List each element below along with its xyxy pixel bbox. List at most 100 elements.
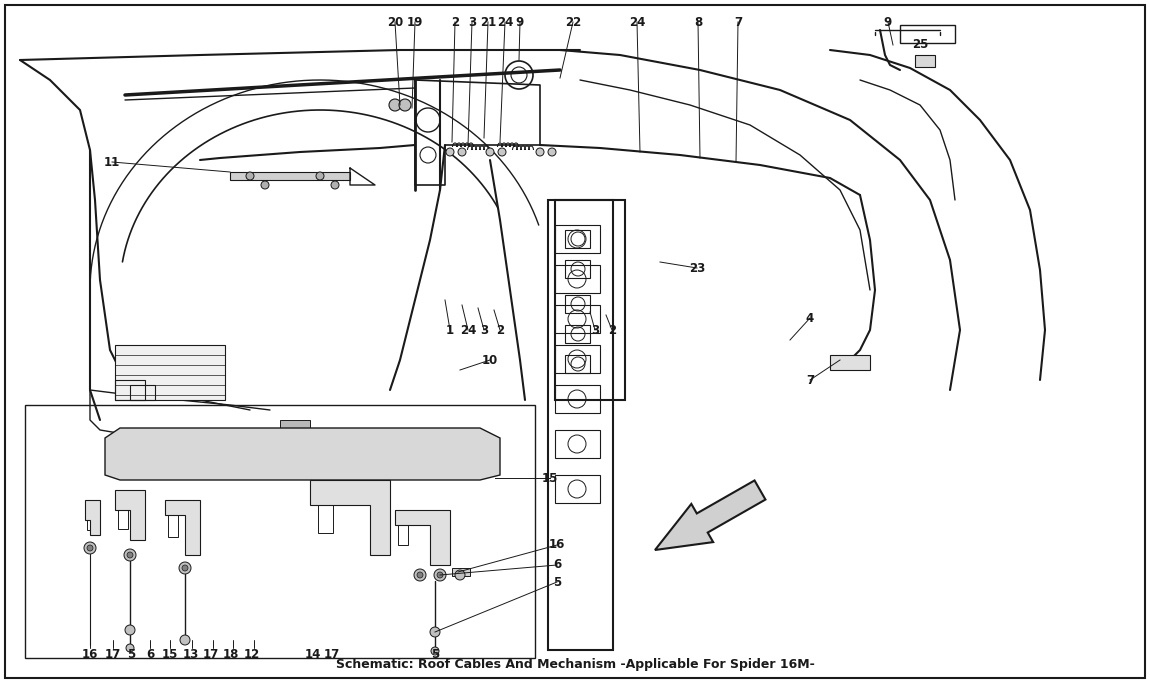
Circle shape bbox=[389, 99, 401, 111]
Bar bbox=[555, 345, 600, 373]
Text: 17: 17 bbox=[202, 648, 220, 662]
Text: 16: 16 bbox=[549, 538, 565, 551]
Text: 5: 5 bbox=[553, 576, 561, 589]
Text: Schematic: Roof Cables And Mechanism -Applicable For Spider 16M-: Schematic: Roof Cables And Mechanism -Ap… bbox=[336, 658, 814, 671]
Text: 1: 1 bbox=[446, 324, 454, 337]
Bar bbox=[555, 385, 600, 413]
Bar bbox=[565, 230, 590, 248]
Circle shape bbox=[417, 572, 423, 578]
Circle shape bbox=[446, 148, 454, 156]
Bar bbox=[900, 25, 954, 43]
Polygon shape bbox=[85, 500, 100, 535]
Bar bbox=[555, 225, 600, 253]
Text: 8: 8 bbox=[693, 16, 703, 29]
Bar bbox=[452, 568, 470, 576]
Circle shape bbox=[431, 647, 439, 655]
Text: 12: 12 bbox=[244, 648, 260, 662]
Bar bbox=[830, 355, 871, 370]
Text: 2: 2 bbox=[608, 324, 616, 337]
Circle shape bbox=[246, 172, 254, 180]
Bar bbox=[915, 55, 935, 67]
Text: 23: 23 bbox=[689, 262, 705, 275]
Bar bbox=[118, 507, 128, 529]
Text: 15: 15 bbox=[162, 648, 178, 662]
Text: 2: 2 bbox=[496, 324, 504, 337]
Circle shape bbox=[399, 99, 411, 111]
Circle shape bbox=[414, 569, 426, 581]
Polygon shape bbox=[656, 480, 766, 550]
Text: 25: 25 bbox=[912, 38, 928, 51]
Bar bbox=[555, 200, 624, 400]
Circle shape bbox=[430, 627, 440, 637]
Circle shape bbox=[124, 549, 136, 561]
Text: 3: 3 bbox=[591, 324, 599, 337]
Text: 9: 9 bbox=[516, 16, 524, 29]
Text: 24: 24 bbox=[629, 16, 645, 29]
Bar bbox=[398, 523, 408, 545]
Bar bbox=[130, 385, 155, 400]
Circle shape bbox=[434, 569, 446, 581]
Text: 7: 7 bbox=[806, 374, 814, 387]
Text: 13: 13 bbox=[183, 648, 199, 662]
Bar bbox=[565, 260, 590, 278]
Circle shape bbox=[437, 572, 443, 578]
Text: 24: 24 bbox=[460, 324, 476, 337]
Text: 21: 21 bbox=[480, 16, 496, 29]
Bar bbox=[279, 420, 310, 428]
Circle shape bbox=[549, 148, 555, 156]
Text: 17: 17 bbox=[105, 648, 121, 662]
Circle shape bbox=[87, 545, 93, 551]
Bar bbox=[565, 295, 590, 313]
Circle shape bbox=[126, 552, 133, 558]
Circle shape bbox=[455, 570, 465, 580]
Text: 9: 9 bbox=[884, 16, 892, 29]
Circle shape bbox=[316, 172, 324, 180]
Text: 2: 2 bbox=[451, 16, 459, 29]
Text: 18: 18 bbox=[223, 648, 239, 662]
Text: 17: 17 bbox=[324, 648, 340, 662]
Polygon shape bbox=[115, 490, 145, 540]
Text: 7: 7 bbox=[734, 16, 742, 29]
Polygon shape bbox=[394, 510, 450, 565]
Polygon shape bbox=[164, 500, 200, 555]
Text: 6: 6 bbox=[146, 648, 154, 662]
Text: 11: 11 bbox=[104, 156, 120, 169]
Text: 3: 3 bbox=[468, 16, 476, 29]
Bar bbox=[115, 380, 145, 400]
Bar bbox=[168, 515, 178, 537]
Text: 19: 19 bbox=[407, 16, 423, 29]
Bar bbox=[565, 355, 590, 373]
Bar bbox=[115, 345, 225, 400]
Circle shape bbox=[536, 148, 544, 156]
Text: 5: 5 bbox=[431, 648, 439, 662]
Bar bbox=[565, 325, 590, 343]
Text: 14: 14 bbox=[305, 648, 321, 662]
Polygon shape bbox=[310, 480, 390, 555]
Text: 15: 15 bbox=[542, 471, 558, 484]
Circle shape bbox=[84, 542, 95, 554]
Bar bbox=[555, 305, 600, 333]
Bar bbox=[555, 265, 600, 293]
Bar bbox=[319, 498, 333, 533]
Text: 24: 24 bbox=[497, 16, 513, 29]
Bar bbox=[555, 430, 600, 458]
Text: 20: 20 bbox=[386, 16, 404, 29]
Circle shape bbox=[458, 148, 466, 156]
Circle shape bbox=[331, 181, 339, 189]
Circle shape bbox=[179, 562, 191, 574]
Bar bbox=[25, 405, 535, 658]
Bar bbox=[230, 172, 350, 180]
Circle shape bbox=[125, 625, 135, 635]
Text: 22: 22 bbox=[565, 16, 581, 29]
Circle shape bbox=[261, 181, 269, 189]
Text: 3: 3 bbox=[480, 324, 488, 337]
Circle shape bbox=[126, 644, 135, 652]
Text: 10: 10 bbox=[482, 354, 498, 367]
Circle shape bbox=[498, 148, 506, 156]
Circle shape bbox=[182, 565, 187, 571]
Bar bbox=[87, 510, 95, 530]
Text: 16: 16 bbox=[82, 648, 98, 662]
Polygon shape bbox=[105, 428, 500, 480]
Text: 4: 4 bbox=[806, 311, 814, 324]
Circle shape bbox=[486, 148, 494, 156]
